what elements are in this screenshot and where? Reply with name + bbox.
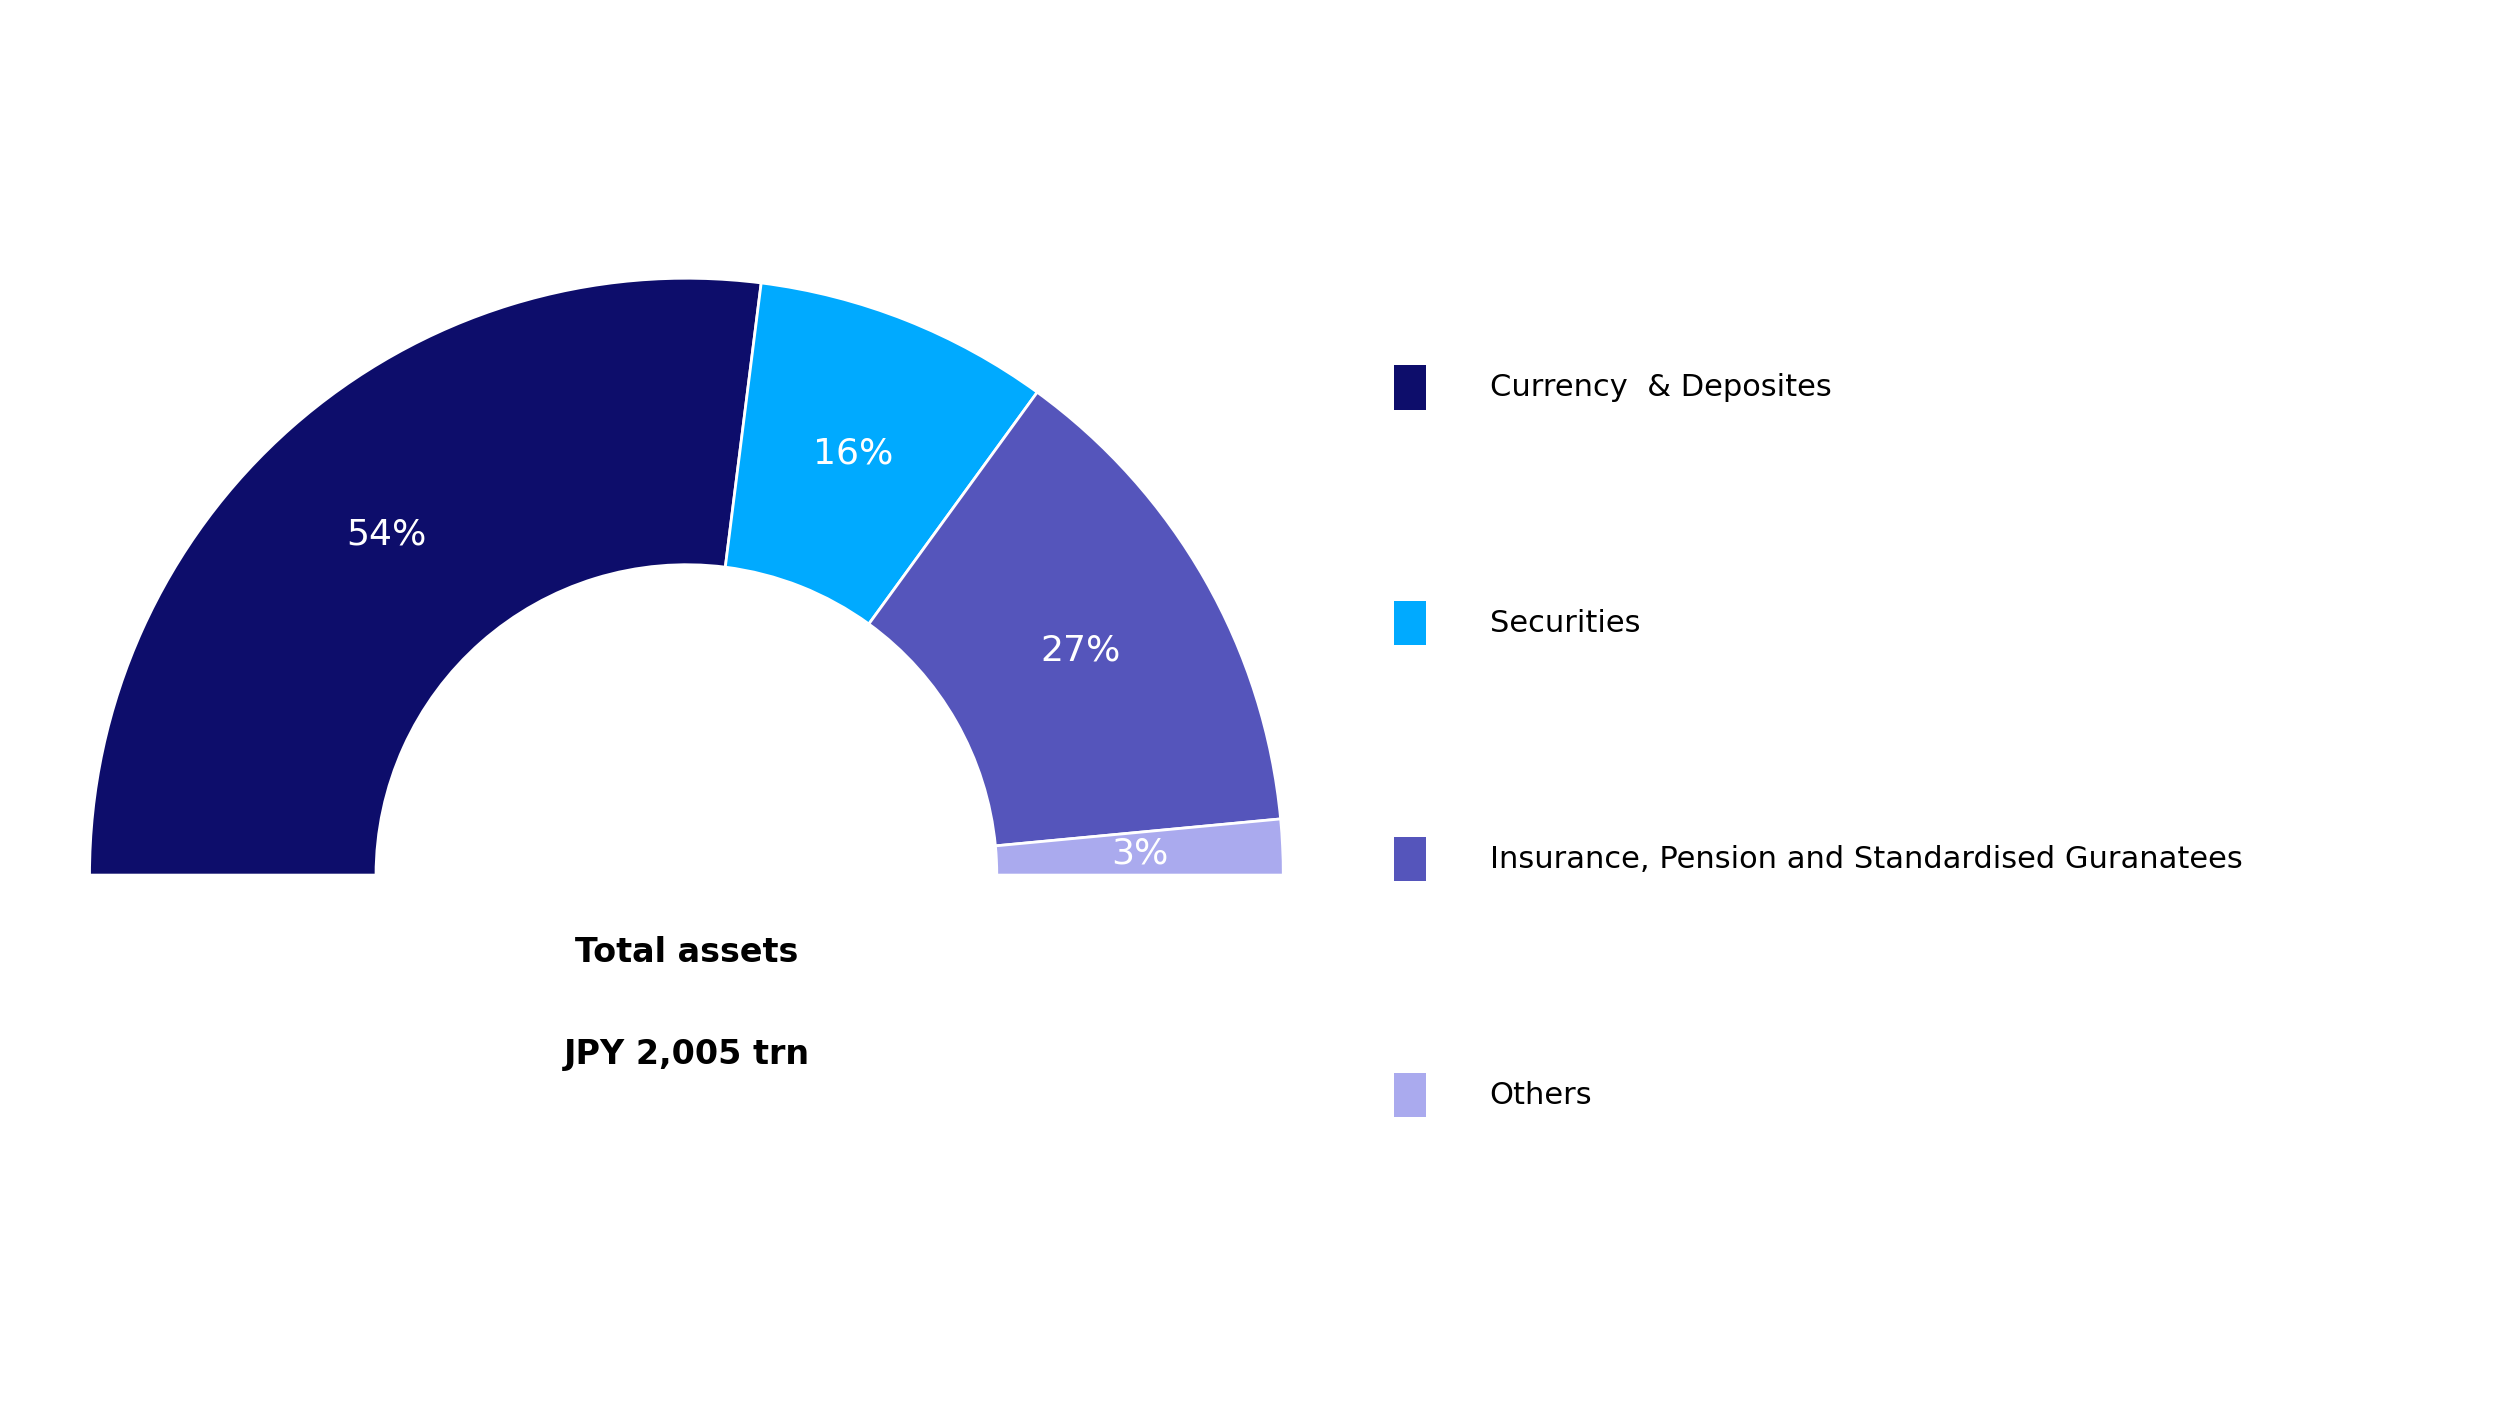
Text: Insurance, Pension and Standardised Guranatees: Insurance, Pension and Standardised Gura… [1490, 845, 2241, 873]
Wedge shape [869, 392, 1280, 845]
Text: 27%: 27% [1041, 633, 1121, 667]
Text: 3%: 3% [1111, 837, 1168, 870]
FancyBboxPatch shape [1393, 601, 1425, 646]
Text: 54%: 54% [347, 518, 427, 552]
Text: Total assets: Total assets [574, 936, 799, 969]
Wedge shape [90, 278, 761, 875]
FancyBboxPatch shape [1393, 1073, 1425, 1118]
Text: 16%: 16% [814, 437, 894, 470]
FancyBboxPatch shape [1393, 365, 1425, 410]
Text: Currency  & Deposites: Currency & Deposites [1490, 373, 1832, 402]
Text: Others: Others [1490, 1081, 1592, 1109]
Text: JPY 2,005 trn: JPY 2,005 trn [564, 1038, 809, 1071]
Text: Securities: Securities [1490, 609, 1640, 637]
Wedge shape [996, 819, 1283, 875]
FancyBboxPatch shape [1393, 837, 1425, 882]
Wedge shape [726, 284, 1038, 623]
